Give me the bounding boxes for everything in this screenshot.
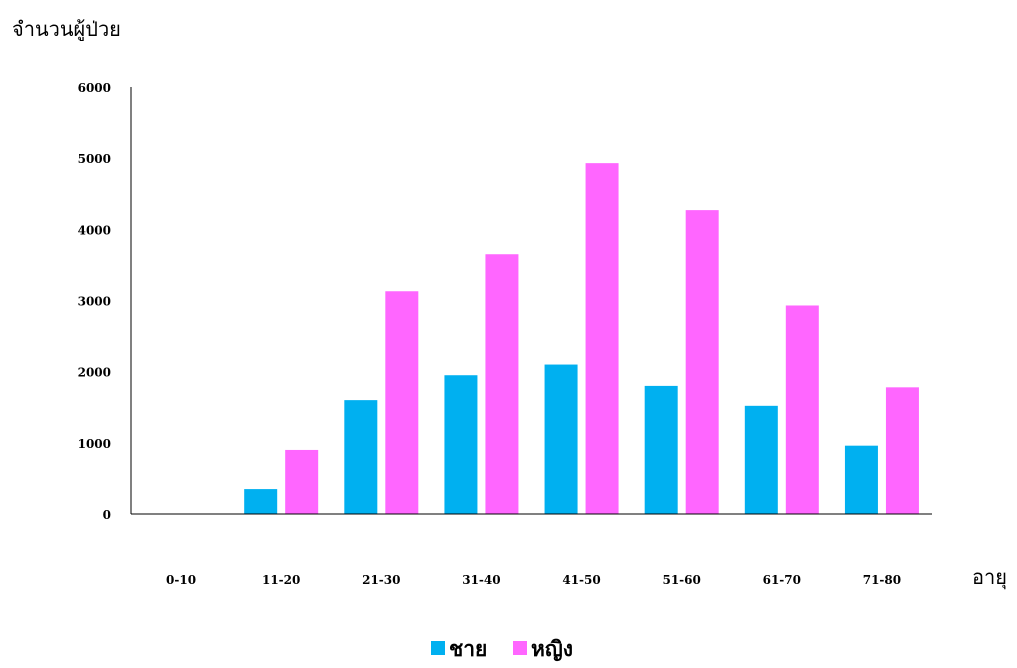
- bar-female: [485, 254, 519, 514]
- bar-male: [644, 385, 678, 514]
- y-tick-label: 4000: [78, 223, 111, 237]
- legend-label: ชาย: [449, 637, 487, 661]
- bar-female: [385, 291, 419, 514]
- legend-swatch: [431, 641, 445, 655]
- x-tick-label: 0-10: [166, 573, 196, 587]
- x-tick-label: 51-60: [662, 573, 700, 587]
- bars: [244, 163, 919, 515]
- y-axis-title: จำนวนผู้ป่วย: [12, 17, 121, 42]
- x-axis-title: อายุ: [972, 565, 1007, 590]
- x-tick-label: 31-40: [462, 573, 500, 587]
- bar-male: [844, 445, 878, 514]
- bar-female: [885, 387, 919, 514]
- y-tick-label: 2000: [78, 366, 111, 380]
- bar-male: [244, 489, 278, 514]
- legend-label: หญิง: [531, 637, 573, 662]
- bar-male: [344, 400, 378, 514]
- y-tick-labels: 0 1000 2000 3000 4000 5000 6000: [78, 81, 111, 522]
- y-tick-label: 3000: [78, 295, 111, 309]
- y-tick-label: 0: [103, 508, 111, 522]
- bar-male: [544, 364, 578, 514]
- legend: ชาย หญิง: [431, 637, 573, 662]
- x-tick-label: 21-30: [362, 573, 400, 587]
- bar-female: [685, 210, 719, 514]
- y-tick-label: 6000: [78, 81, 111, 95]
- x-tick-label: 71-80: [863, 573, 901, 587]
- bar-female: [785, 305, 819, 514]
- bar-female: [285, 449, 319, 514]
- bar-male: [444, 375, 478, 514]
- x-tick-label: 41-50: [562, 573, 600, 587]
- bar-male: [744, 405, 778, 514]
- x-tick-label: 61-70: [763, 573, 801, 587]
- x-tick-label: 11-20: [262, 573, 300, 587]
- y-tick-label: 5000: [78, 152, 111, 166]
- bar-female: [585, 163, 619, 515]
- x-tick-labels: 0-10 11-20 21-30 31-40 41-50 51-60 61-70 71-80: [166, 573, 901, 587]
- legend-swatch: [513, 641, 527, 655]
- y-tick-label: 1000: [78, 437, 111, 451]
